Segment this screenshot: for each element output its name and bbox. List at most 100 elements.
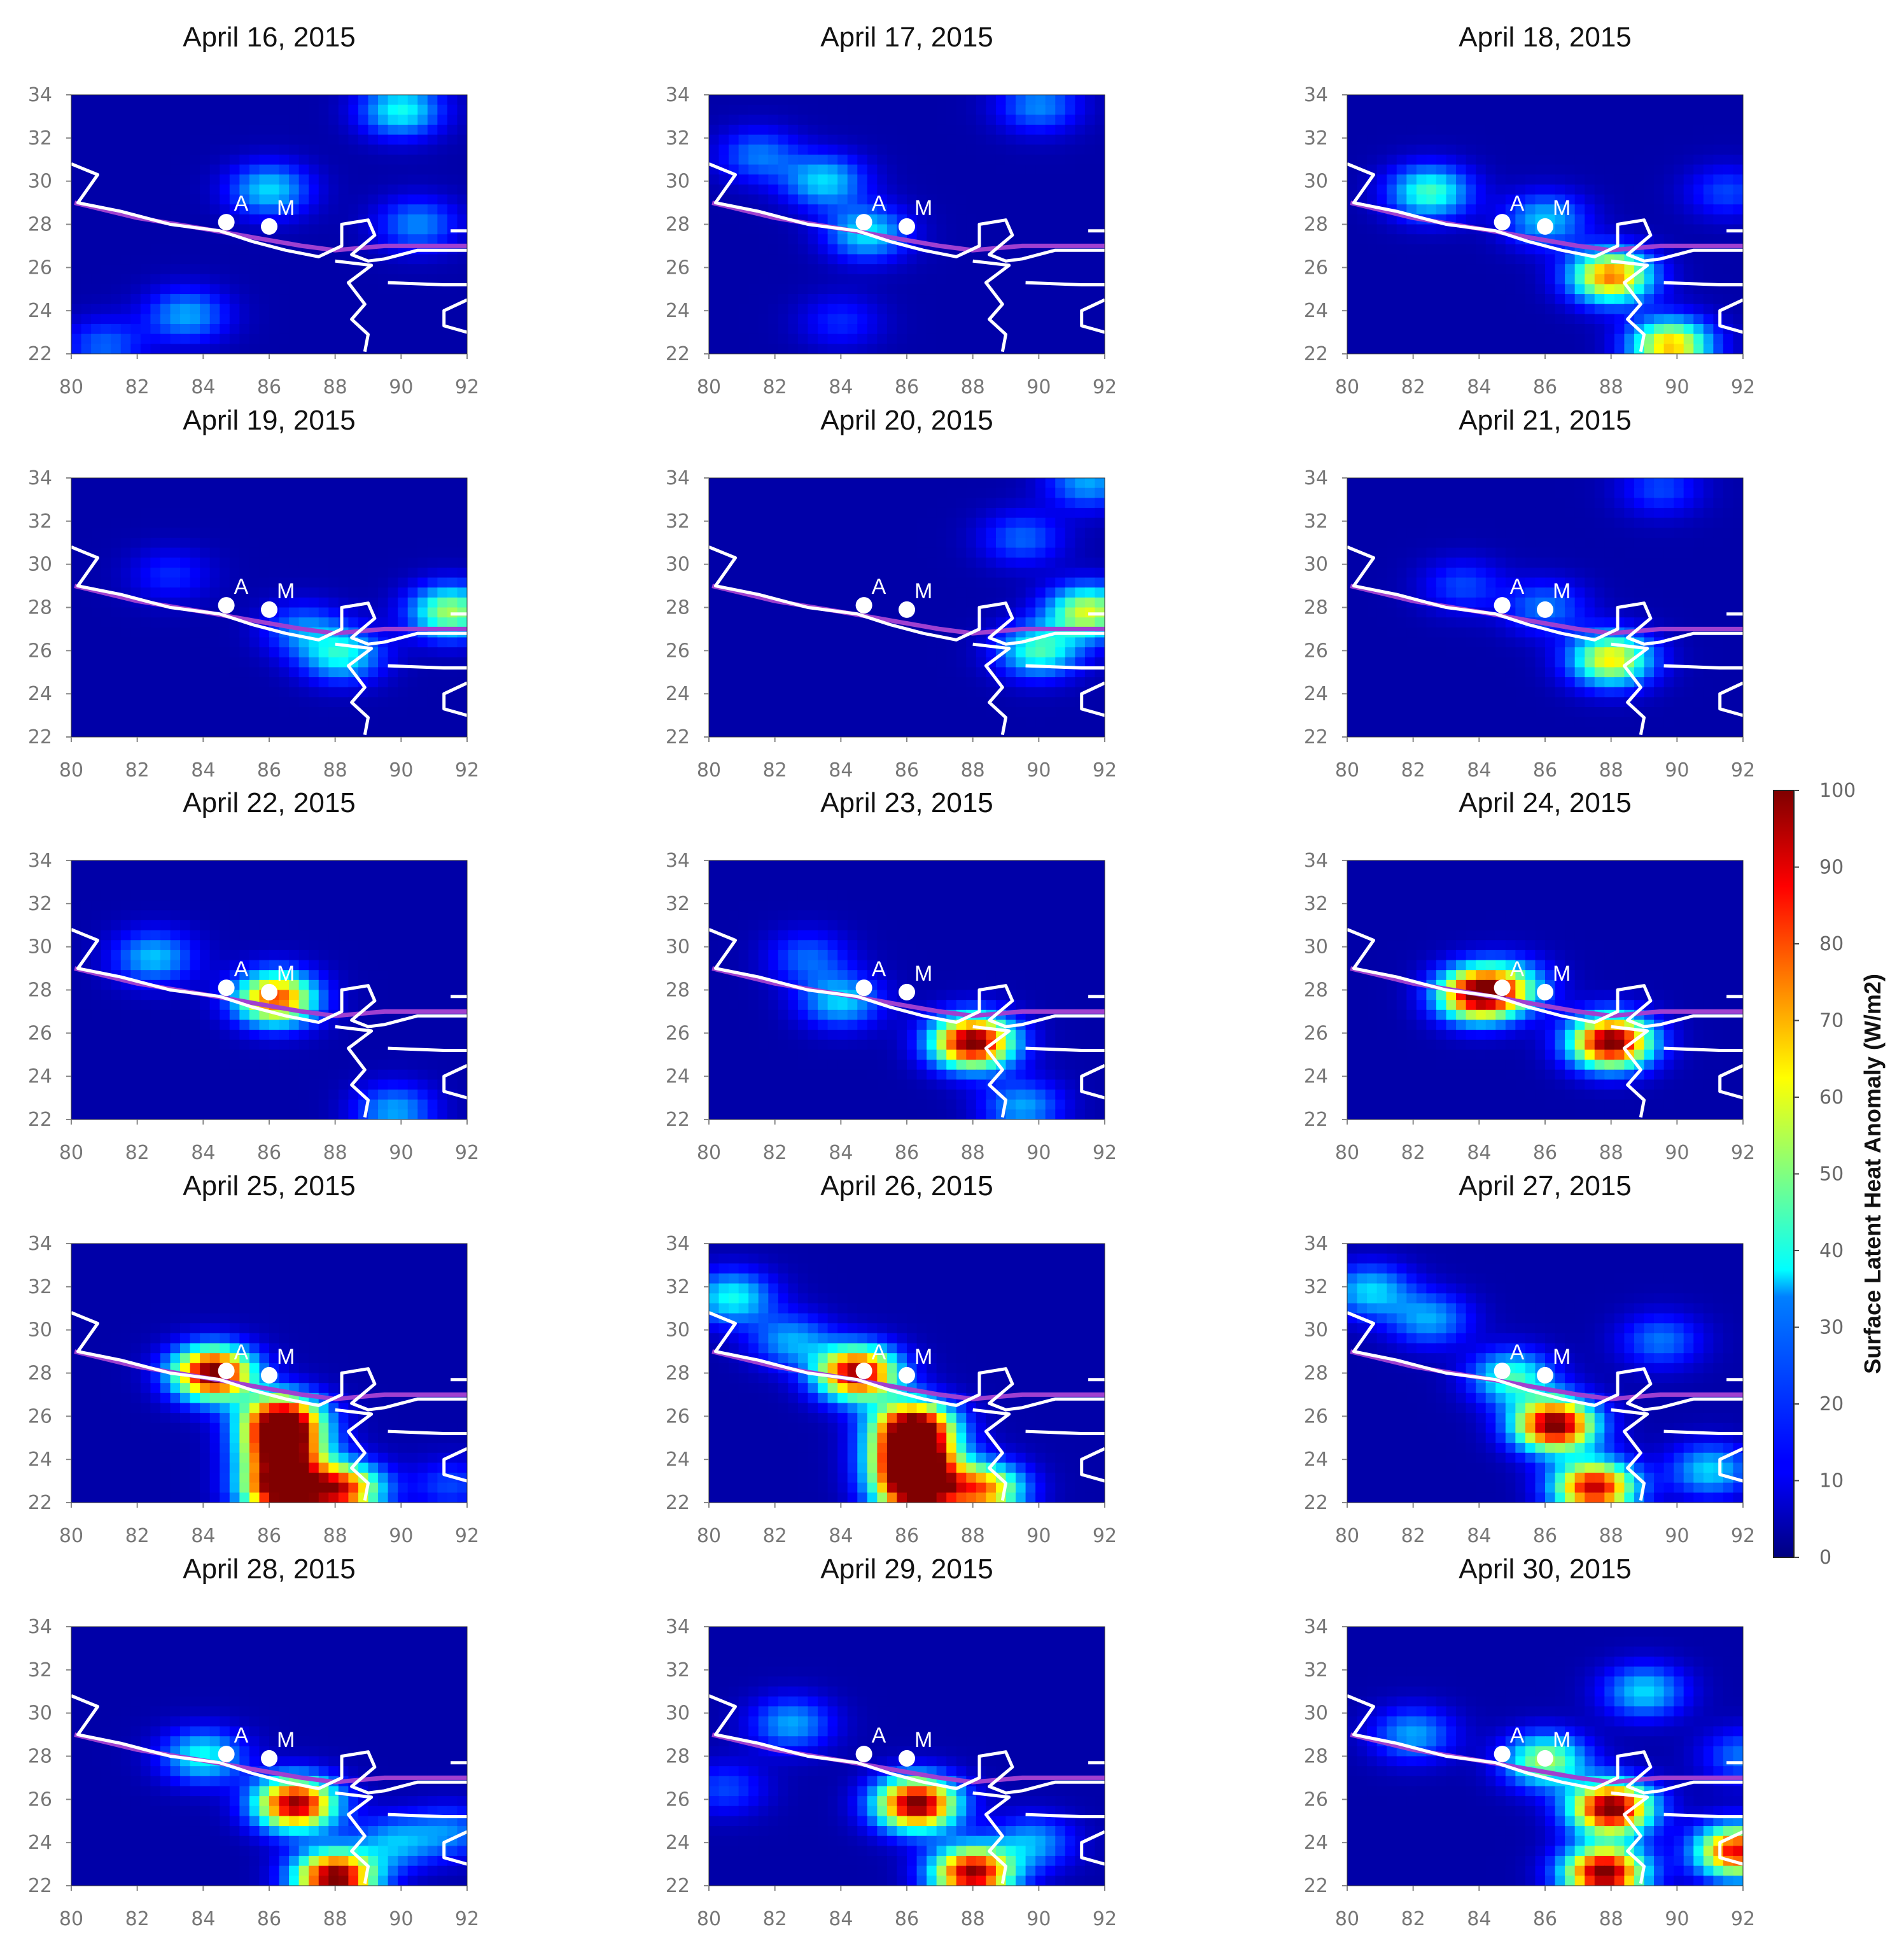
heatmap-cell	[120, 144, 131, 155]
heatmap-cell	[1693, 184, 1704, 195]
heatmap-cell	[279, 134, 290, 145]
heatmap-cell	[877, 274, 888, 285]
heatmap-cell	[398, 104, 409, 115]
heatmap-cell	[328, 234, 339, 245]
heatmap-cell	[190, 498, 200, 509]
heatmap-cell	[1396, 324, 1407, 335]
heatmap-cell	[1095, 184, 1105, 195]
heatmap-cell	[1604, 184, 1615, 195]
heatmap-cell	[1025, 194, 1036, 205]
heatmap-cell	[239, 124, 250, 136]
heatmap-cell	[239, 274, 250, 285]
heatmap-cell	[886, 154, 898, 165]
heatmap-cell	[1045, 95, 1056, 106]
heatmap-cell	[886, 637, 898, 648]
heatmap-cell	[738, 194, 749, 205]
heatmap-cell	[1055, 587, 1066, 598]
x-tick-label: 88	[1599, 376, 1623, 398]
heatmap-cell	[407, 637, 418, 648]
heatmap-cell	[1035, 488, 1046, 498]
heatmap-cell	[457, 517, 467, 528]
heatmap-cell	[1565, 284, 1576, 295]
heatmap-cell	[986, 164, 997, 175]
heatmap-cell	[857, 144, 868, 155]
heatmap-cell	[407, 687, 418, 698]
heatmap-cell	[818, 95, 829, 106]
heatmap-cell	[837, 174, 848, 185]
heatmap-cell	[1505, 204, 1516, 215]
heatmap-cell	[239, 647, 250, 658]
heatmap-cell	[269, 507, 280, 519]
heatmap-cell	[398, 667, 409, 678]
heatmap-cell	[259, 204, 270, 215]
heatmap-cell	[71, 294, 82, 305]
heatmap-cell	[71, 254, 82, 265]
heatmap-cell	[1585, 144, 1595, 155]
heatmap-cell	[1045, 254, 1056, 265]
heatmap-cell	[1426, 254, 1437, 265]
heatmap-cell	[718, 95, 729, 106]
heatmap-cell	[407, 717, 418, 727]
heatmap-cell	[1035, 324, 1046, 335]
heatmap-cell	[808, 567, 818, 579]
heatmap-cell	[81, 647, 92, 658]
heatmap-cell	[986, 154, 997, 165]
heatmap-cell	[239, 244, 250, 255]
heatmap-cell	[398, 597, 409, 608]
heatmap-cell	[1367, 134, 1378, 145]
y-tick-label: 34	[28, 467, 52, 489]
heatmap-cell	[209, 174, 220, 185]
heatmap-cell	[758, 617, 769, 628]
heatmap-cell	[91, 284, 102, 295]
heatmap-cell	[946, 184, 957, 195]
heatmap-cell	[956, 164, 967, 175]
heatmap-cell	[130, 294, 141, 305]
heatmap-cell	[447, 517, 458, 528]
heatmap-cell	[279, 115, 290, 125]
heatmap-cell	[239, 667, 250, 678]
heatmap-cell	[1515, 154, 1526, 165]
heatmap-cell	[1555, 164, 1565, 175]
heatmap-cell	[289, 488, 300, 498]
heatmap-cell	[1574, 304, 1585, 314]
heatmap-cell	[239, 144, 250, 155]
country-border	[388, 664, 467, 670]
heatmap-cell	[1055, 274, 1066, 285]
heatmap-cell	[348, 174, 359, 185]
heatmap-cell	[827, 144, 838, 155]
heatmap-cell	[318, 597, 329, 608]
heatmap-cell	[827, 597, 838, 608]
heatmap-cell	[101, 184, 111, 195]
heatmap-cell	[1055, 134, 1066, 145]
heatmap-cell	[120, 224, 131, 235]
heatmap-cell	[1525, 254, 1536, 265]
heatmap-cell	[818, 264, 829, 275]
heatmap-cell	[907, 204, 918, 215]
heatmap-cell	[857, 478, 868, 489]
heatmap-cell	[150, 324, 161, 335]
heatmap-cell	[857, 314, 868, 325]
heatmap-cell	[427, 517, 438, 528]
heatmap-cell	[437, 558, 448, 568]
heatmap-cell	[209, 657, 220, 668]
heatmap-cell	[1426, 304, 1437, 314]
heatmap-cell	[348, 707, 359, 718]
heatmap-cell	[1035, 558, 1046, 568]
heatmap-cell	[289, 254, 300, 265]
heatmap-cell	[1703, 134, 1714, 145]
heatmap-cell	[976, 607, 986, 618]
heatmap-cell	[437, 124, 448, 136]
heatmap-cell	[1376, 104, 1387, 115]
y-tick-label: 32	[28, 510, 52, 533]
heatmap-cell	[298, 567, 309, 579]
heatmap-cell	[427, 154, 438, 165]
heatmap-cell	[877, 637, 888, 648]
heatmap-cell	[309, 144, 319, 155]
heatmap-cell	[190, 707, 200, 718]
heatmap-cell	[1663, 115, 1674, 125]
heatmap-cell	[298, 144, 309, 155]
heatmap-cell	[120, 184, 131, 195]
heatmap-cell	[348, 344, 359, 354]
heatmap-cell	[956, 134, 967, 145]
heatmap-cell	[71, 224, 82, 235]
